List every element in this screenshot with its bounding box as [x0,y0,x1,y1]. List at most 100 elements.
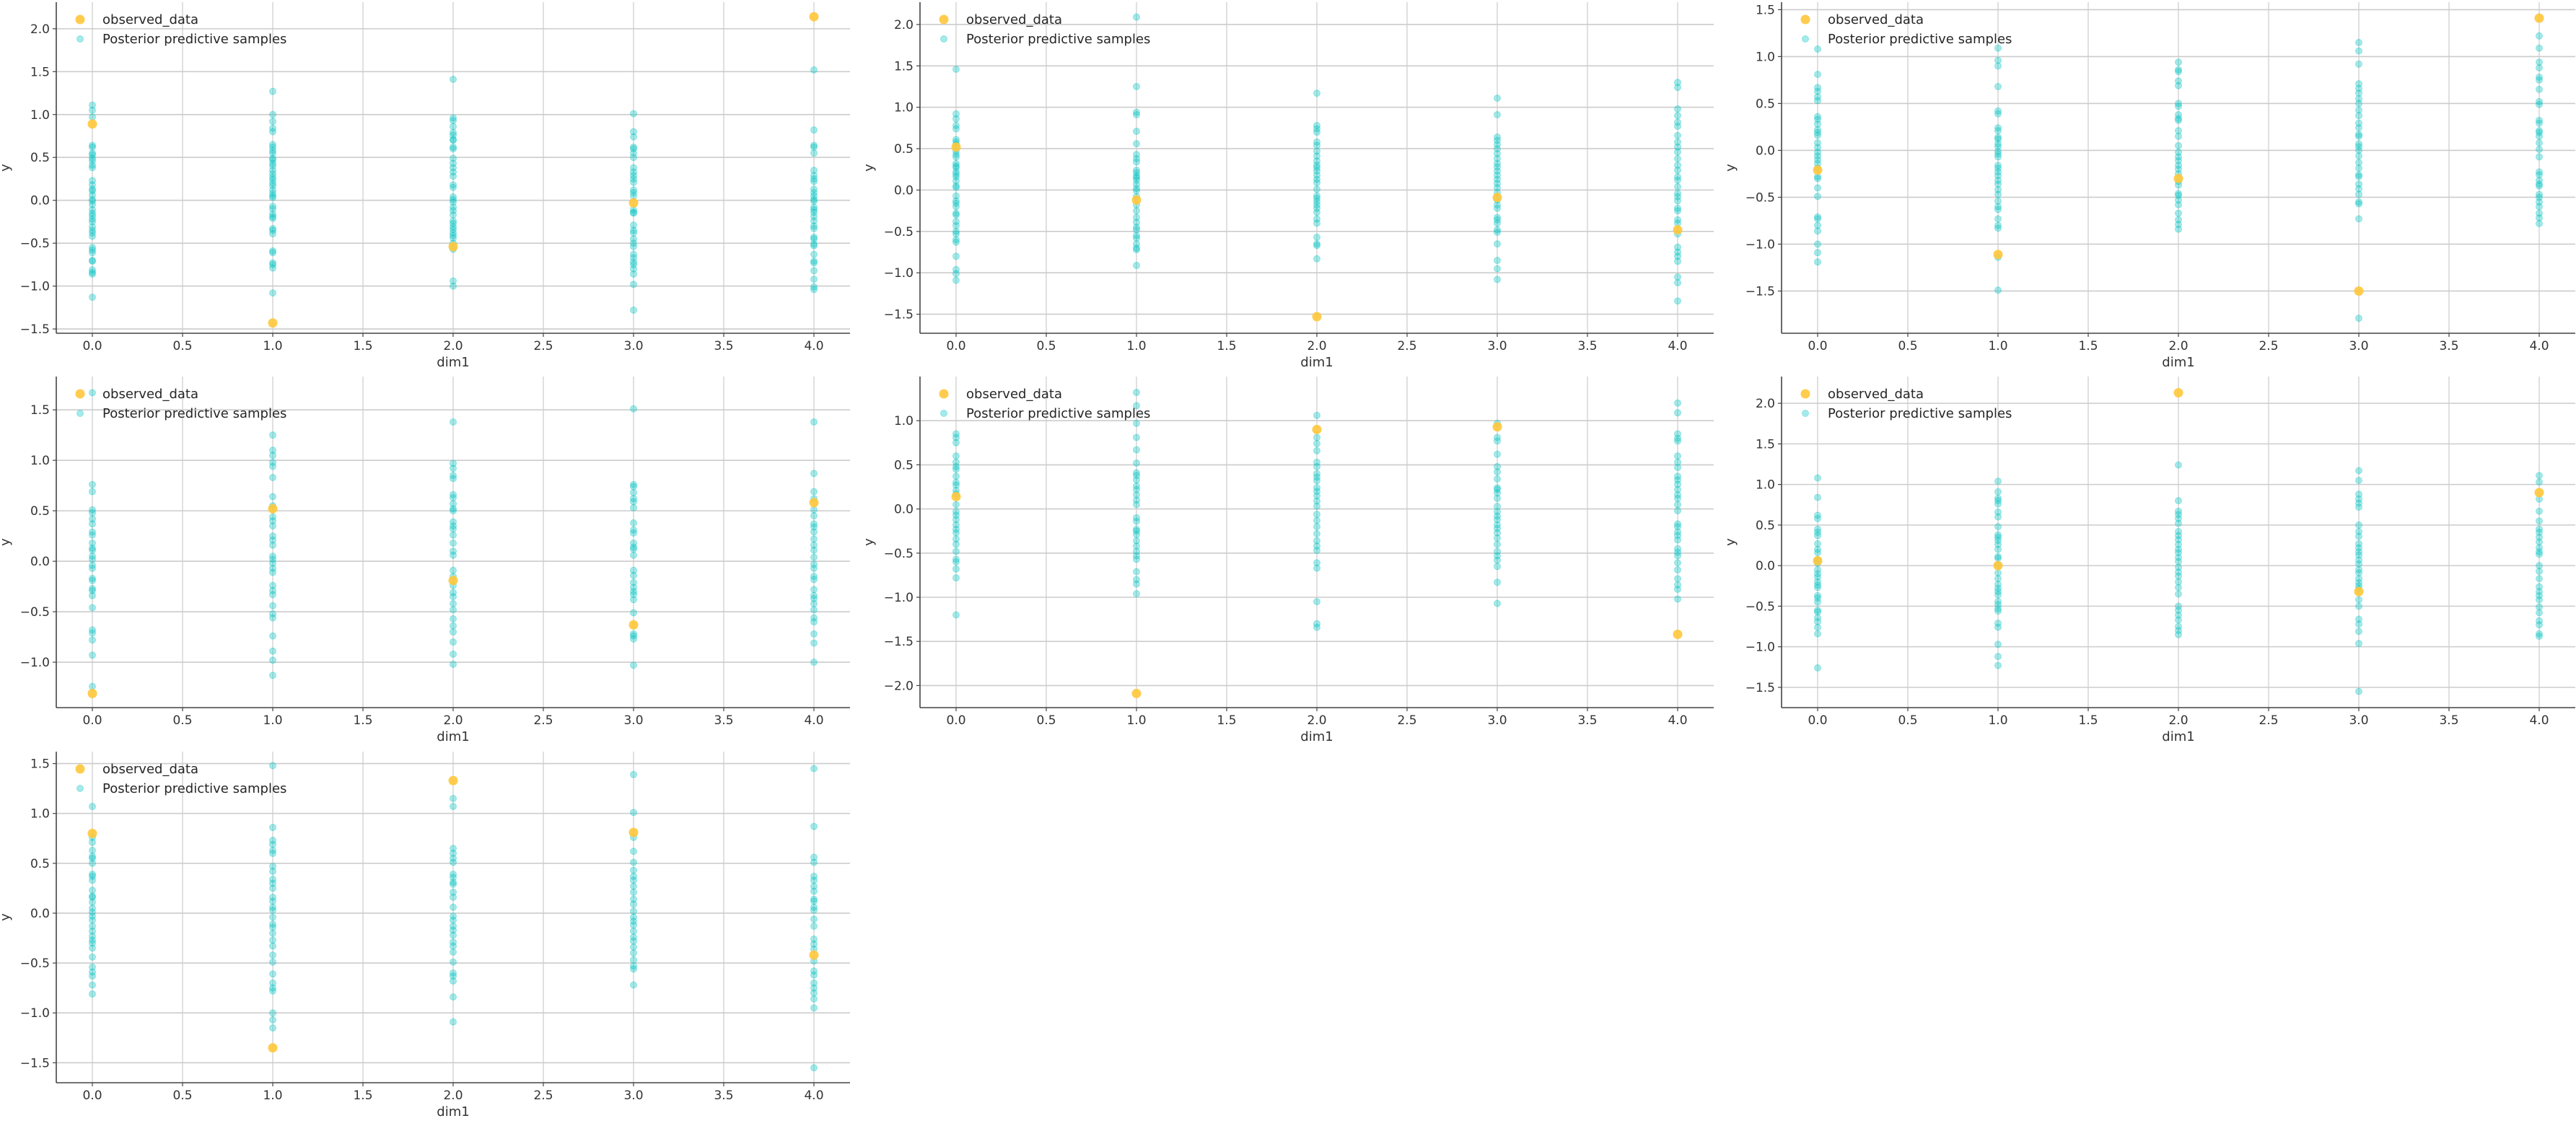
x-tick-labels: 0.0 0.5 1.0 1.5 2.0 2.5 3.0 3.5 4.0 [1808,708,2549,728]
svg-text:0.5: 0.5 [1036,713,1056,728]
svg-text:2.0: 2.0 [1307,713,1326,728]
x-axis-label: dim1 [437,1104,469,1120]
svg-text:0.5: 0.5 [1756,519,1775,533]
svg-text:3.5: 3.5 [714,1088,733,1103]
svg-text:2.5: 2.5 [533,1088,553,1103]
svg-text:−1.0: −1.0 [1745,237,1775,252]
subplot-4: 0.0 0.5 1.0 1.5 2.0 2.5 3.0 3.5 4.0 −1.0 −0.5 0.0 0.… [0,377,850,751]
scatter-plot: 0.0 0.5 1.0 1.5 2.0 2.5 3.0 3.5 4.0−2.0−1.5−1.0−… [862,377,1714,744]
x-axis-label: dim1 [437,355,469,370]
svg-text:1.5: 1.5 [1217,339,1236,353]
subplot-6: 0.0 0.5 1.0 1.5 2.0 2.5 3.0 3.5 4.0 −1.5 −1.0 −0.5 0… [1723,377,2575,751]
svg-text:−0.5: −0.5 [1745,190,1775,205]
svg-text:−1.0: −1.0 [20,656,50,670]
svg-text:−0.5: −0.5 [20,605,50,620]
scatter-plot: 0.0 0.5 1.0 1.5 2.0 2.5 3.0 3.5 4.0 −1.5 −1.0 −0.5 0… [0,752,850,1120]
svg-text:0.5: 0.5 [894,142,914,157]
svg-text:1.5: 1.5 [353,339,372,353]
grid-lines [920,2,1714,333]
svg-text:1.0: 1.0 [263,1088,282,1103]
svg-text:1.0: 1.0 [1126,339,1146,353]
svg-text:2.5: 2.5 [2259,713,2278,728]
svg-text:0.5: 0.5 [172,339,192,353]
svg-text:1.0: 1.0 [30,807,50,822]
svg-text:3.5: 3.5 [1577,339,1597,353]
svg-text:−0.5: −0.5 [884,225,914,239]
svg-text:0.5: 0.5 [172,1088,192,1103]
svg-text:0.5: 0.5 [30,504,50,519]
svg-text:−0.5: −0.5 [1745,599,1775,614]
svg-text:−1.0: −1.0 [884,591,914,605]
legend-posterior-marker [940,35,947,43]
svg-text:−1.5: −1.5 [884,635,914,649]
legend-posterior-label: Posterior predictive samples [966,406,1150,421]
grid-lines [920,377,1714,708]
svg-text:2.0: 2.0 [443,339,463,353]
legend-posterior-marker [76,35,84,43]
subplot-5: 0.0 0.5 1.0 1.5 2.0 2.5 3.0 3.5 4.0 −2.0 −1.5 −1.0−… [862,377,1714,751]
svg-text:0.5: 0.5 [894,458,914,472]
svg-text:3.0: 3.0 [623,713,643,728]
svg-text:2.5: 2.5 [533,713,553,728]
svg-text:0.0: 0.0 [1808,339,1827,353]
svg-text:1.5: 1.5 [353,713,372,728]
svg-text:2.0: 2.0 [1756,397,1775,411]
svg-text:0.0: 0.0 [30,194,50,208]
y-tick-labels: −1.5 −1.0 −0.5 0.0 0.5 1.0 1.5 [1745,3,1782,299]
subplot-1: 0.0 0.5 1.0 1.5 2.0 2.5 3.0 3.5 4.0 −1.5 −1.0 −0.5 0… [0,2,850,377]
svg-text:4.0: 4.0 [804,713,823,728]
posterior-samples [89,389,818,690]
svg-text:0.0: 0.0 [894,503,914,517]
legend-observed-label: observed_data [102,12,198,27]
svg-text:−0.5: −0.5 [20,237,50,251]
svg-text:0.5: 0.5 [1756,97,1775,111]
scatter-plot: 0.0 0.5 1.0 1.5 2.0 2.5 3.0 3.5 4.0−1.0−0.50.00.… [0,377,850,744]
svg-text:1.5: 1.5 [1756,437,1775,452]
svg-text:1.0: 1.0 [894,414,914,428]
svg-text:−0.5: −0.5 [20,956,50,971]
x-axis-label: dim1 [437,729,469,744]
svg-text:−1.0: −1.0 [20,1006,50,1021]
legend-observed-marker [75,764,85,774]
svg-text:1.0: 1.0 [894,101,914,115]
grid-lines [56,752,850,1083]
svg-text:4.0: 4.0 [1668,713,1687,728]
svg-text:3.0: 3.0 [1487,713,1507,728]
y-axis-label: y [0,913,13,921]
posterior-samples [1814,32,2543,322]
svg-text:−1.0: −1.0 [20,280,50,294]
svg-text:1.5: 1.5 [2078,713,2098,728]
legend: observed_data Posterior predictive sample… [75,12,286,47]
svg-text:0.0: 0.0 [946,713,965,728]
legend: observed_data Posterior predictive sample… [75,762,286,796]
x-axis-label: dim1 [1300,355,1333,370]
posterior-samples [89,66,818,314]
legend: observed_data Posterior predictive sample… [75,387,286,421]
grid-lines [56,377,850,708]
posterior-samples [1814,461,2543,695]
svg-text:3.0: 3.0 [2349,339,2368,353]
svg-text:1.5: 1.5 [1217,713,1236,728]
svg-text:0.0: 0.0 [1756,144,1775,158]
svg-text:−1.5: −1.5 [20,1056,50,1070]
svg-text:0.0: 0.0 [30,907,50,921]
svg-text:2.5: 2.5 [1397,713,1416,728]
svg-text:2.5: 2.5 [533,339,553,353]
scatter-plot: 0.0 0.5 1.0 1.5 2.0 2.5 3.0 3.5 4.0 −1.5 −1.0 −0.5 0… [1723,377,2575,744]
grid-lines [56,2,850,333]
y-tick-labels: −1.5 −1.0 −0.5 0.0 0.5 1.0 1.5 2.0 [884,18,920,322]
observed-points [1813,13,2544,296]
svg-text:2.0: 2.0 [1307,339,1326,353]
svg-text:−0.5: −0.5 [884,547,914,561]
svg-text:1.5: 1.5 [30,757,50,772]
observed-points [951,142,1683,322]
svg-text:1.0: 1.0 [30,108,50,123]
x-tick-labels: 0.0 0.5 1.0 1.5 2.0 2.5 3.0 3.5 4.0 [946,708,1688,728]
legend-observed-marker [1800,14,1810,25]
svg-text:1.5: 1.5 [30,65,50,79]
svg-text:0.5: 0.5 [1898,713,1917,728]
svg-text:2.0: 2.0 [2168,339,2188,353]
legend: observed_data Posterior predictive sample… [939,387,1150,421]
svg-text:0.0: 0.0 [82,713,102,728]
legend-observed-label: observed_data [102,387,198,402]
